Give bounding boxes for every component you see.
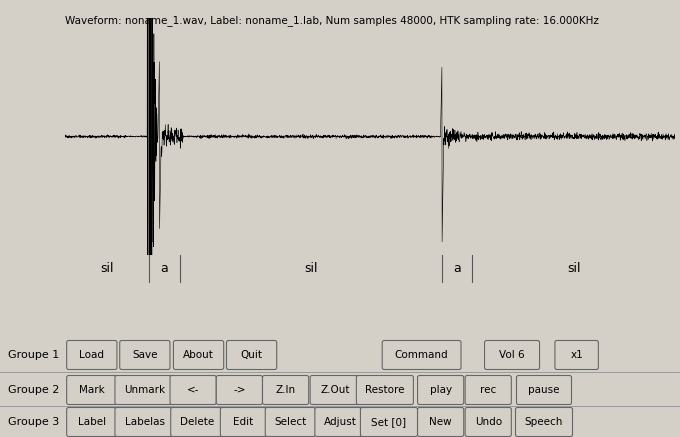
Text: Set [0]: Set [0] — [371, 417, 407, 427]
Text: Unmark: Unmark — [124, 385, 165, 395]
Text: sil: sil — [567, 263, 581, 275]
Text: Delete: Delete — [180, 417, 214, 427]
FancyBboxPatch shape — [360, 407, 418, 437]
FancyBboxPatch shape — [170, 375, 216, 405]
FancyBboxPatch shape — [310, 375, 360, 405]
Text: Command: Command — [395, 350, 448, 360]
Text: a: a — [160, 263, 169, 275]
Text: x1: x1 — [571, 350, 583, 360]
FancyBboxPatch shape — [418, 375, 464, 405]
Text: pause: pause — [528, 385, 560, 395]
Text: Waveform: noname_1.wav, Label: noname_1.lab, Num samples 48000, HTK sampling rat: Waveform: noname_1.wav, Label: noname_1.… — [65, 15, 599, 26]
FancyBboxPatch shape — [173, 340, 224, 370]
FancyBboxPatch shape — [67, 407, 117, 437]
Text: Groupe 1: Groupe 1 — [8, 350, 59, 360]
Text: Z.Out: Z.Out — [320, 385, 350, 395]
Text: ->: -> — [233, 385, 245, 395]
Text: a: a — [454, 263, 461, 275]
Text: play: play — [430, 385, 452, 395]
FancyBboxPatch shape — [555, 340, 598, 370]
Text: Labelas: Labelas — [125, 417, 165, 427]
FancyBboxPatch shape — [515, 407, 573, 437]
Text: Speech: Speech — [525, 417, 563, 427]
FancyBboxPatch shape — [67, 340, 117, 370]
Text: Edit: Edit — [233, 417, 254, 427]
Text: Restore: Restore — [365, 385, 405, 395]
Text: About: About — [183, 350, 214, 360]
Text: Select: Select — [274, 417, 307, 427]
Text: Label: Label — [78, 417, 106, 427]
FancyBboxPatch shape — [220, 407, 267, 437]
Text: New: New — [429, 417, 452, 427]
Text: sil: sil — [101, 263, 114, 275]
Text: Load: Load — [80, 350, 104, 360]
Text: <-: <- — [187, 385, 199, 395]
Text: Undo: Undo — [475, 417, 502, 427]
FancyBboxPatch shape — [356, 375, 413, 405]
FancyBboxPatch shape — [465, 375, 511, 405]
FancyBboxPatch shape — [115, 375, 175, 405]
Text: rec: rec — [480, 385, 496, 395]
FancyBboxPatch shape — [315, 407, 365, 437]
FancyBboxPatch shape — [67, 375, 117, 405]
FancyBboxPatch shape — [262, 375, 309, 405]
Text: Save: Save — [132, 350, 158, 360]
Text: Groupe 2: Groupe 2 — [8, 385, 59, 395]
FancyBboxPatch shape — [382, 340, 461, 370]
FancyBboxPatch shape — [517, 375, 571, 405]
Text: Adjust: Adjust — [324, 417, 356, 427]
FancyBboxPatch shape — [115, 407, 175, 437]
FancyBboxPatch shape — [465, 407, 511, 437]
FancyBboxPatch shape — [418, 407, 464, 437]
Text: Z.In: Z.In — [275, 385, 296, 395]
FancyBboxPatch shape — [485, 340, 539, 370]
Text: sil: sil — [304, 263, 318, 275]
FancyBboxPatch shape — [265, 407, 316, 437]
Text: Mark: Mark — [79, 385, 105, 395]
Text: Groupe 3: Groupe 3 — [8, 417, 59, 427]
FancyBboxPatch shape — [120, 340, 170, 370]
FancyBboxPatch shape — [226, 340, 277, 370]
Text: Vol 6: Vol 6 — [499, 350, 525, 360]
Text: Quit: Quit — [241, 350, 262, 360]
FancyBboxPatch shape — [171, 407, 224, 437]
FancyBboxPatch shape — [216, 375, 262, 405]
